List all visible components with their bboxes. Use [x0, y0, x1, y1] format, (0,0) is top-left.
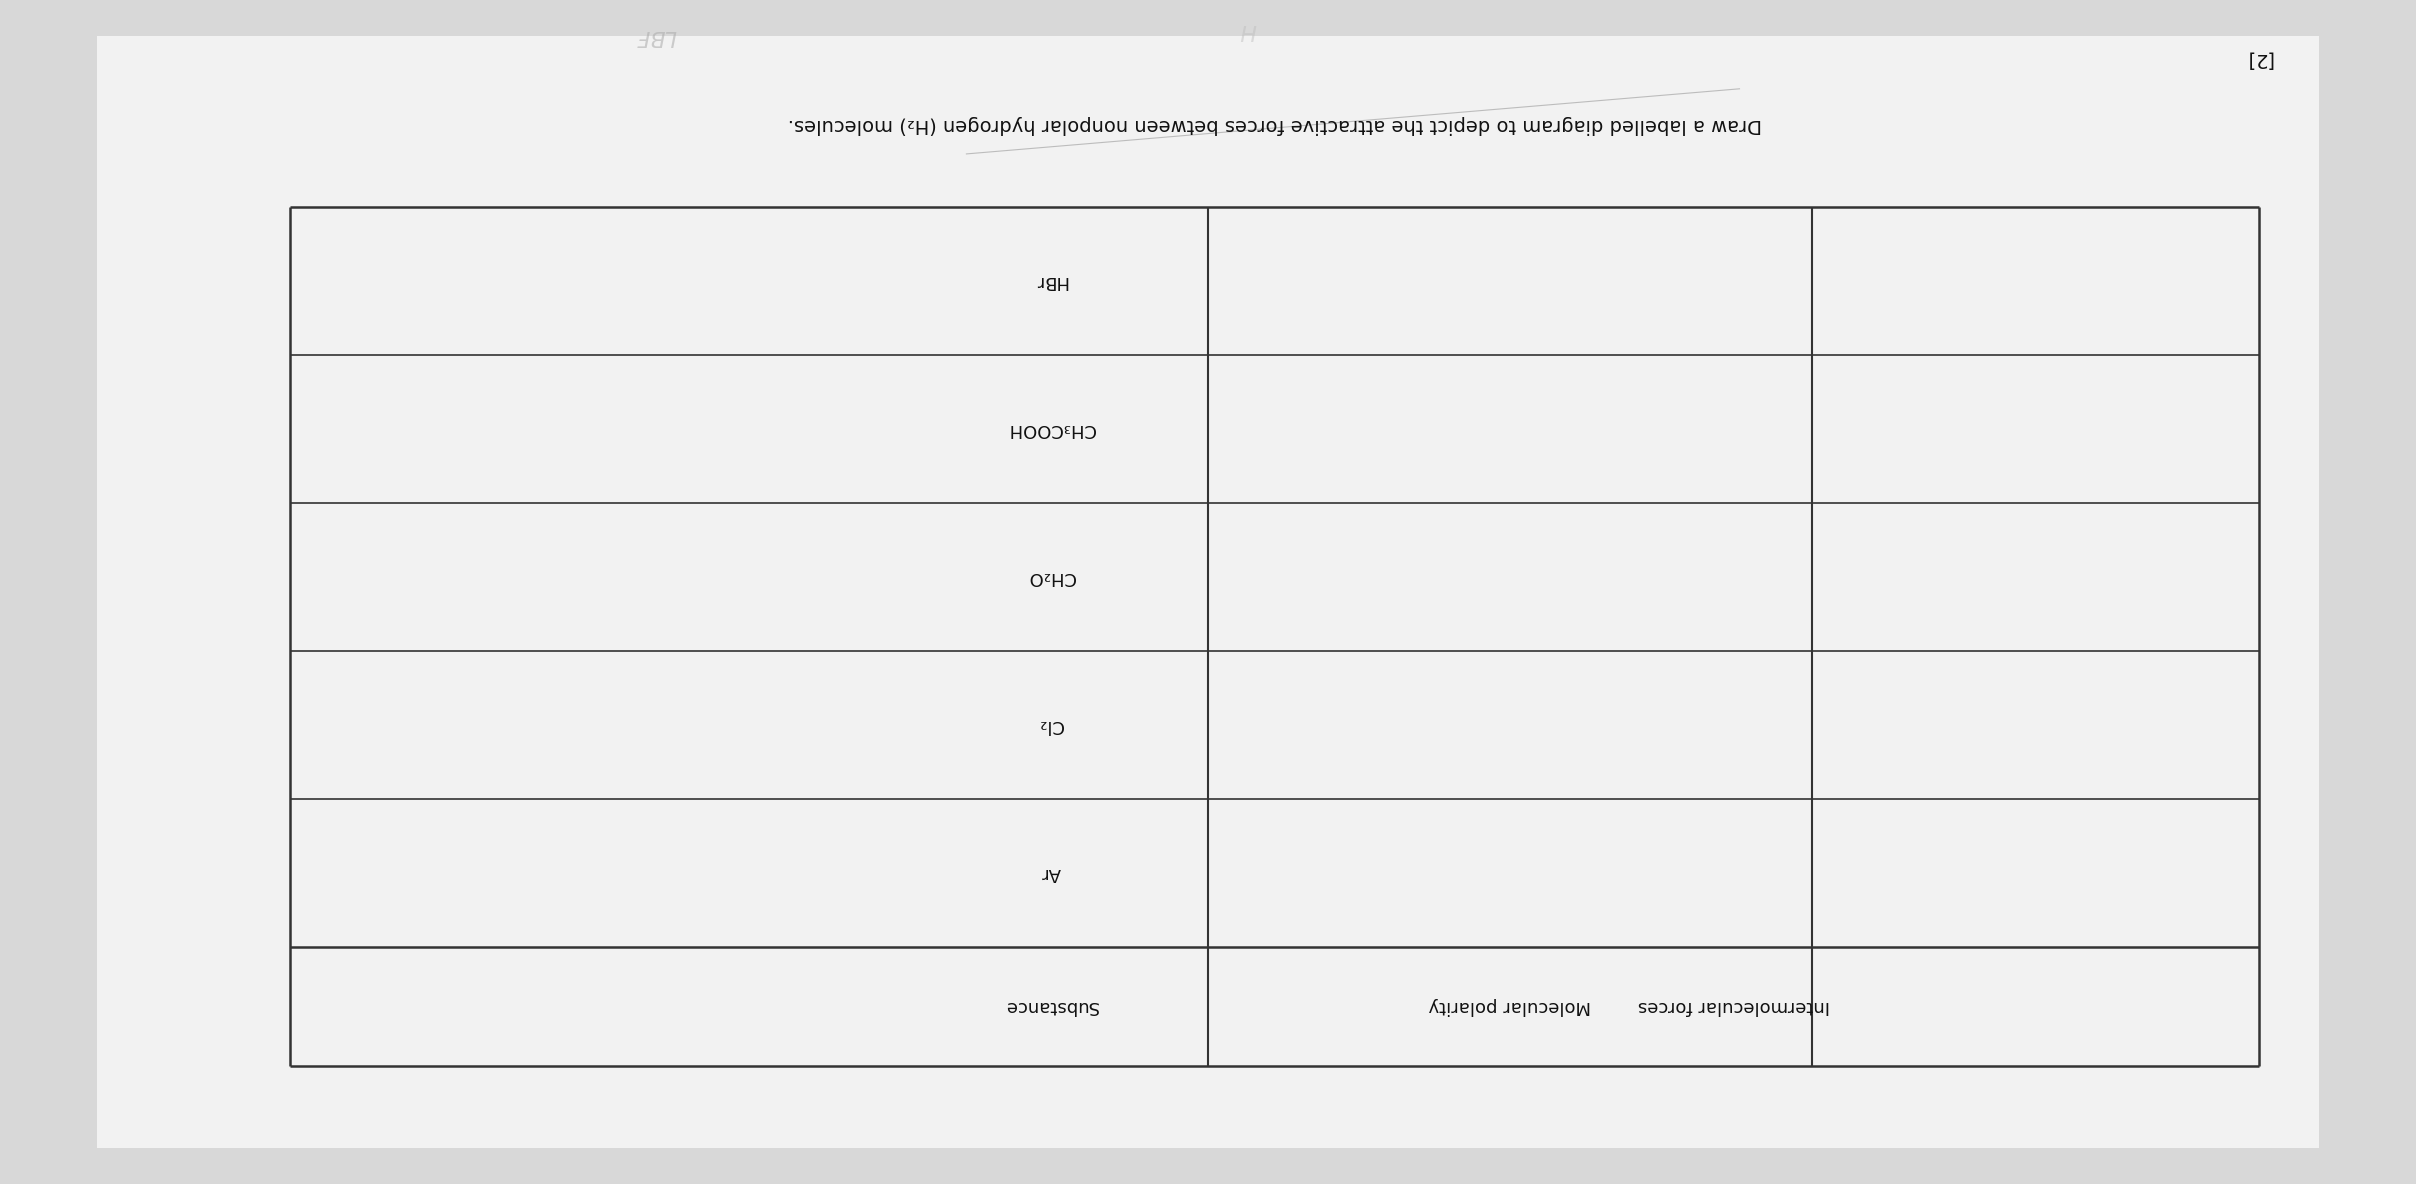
Text: HBr: HBr [1034, 272, 1068, 290]
Text: Substance: Substance [1005, 997, 1097, 1016]
Text: H: H [1239, 20, 1256, 40]
Text: Cl₂: Cl₂ [1039, 716, 1063, 734]
FancyBboxPatch shape [97, 36, 2319, 1148]
Text: Intermolecular forces: Intermolecular forces [1638, 997, 1829, 1016]
Text: CH₃COOH: CH₃COOH [1007, 420, 1094, 438]
Text: LBF: LBF [635, 26, 676, 46]
Text: Ar: Ar [1041, 864, 1061, 882]
Text: Draw a labelled diagram to depict the attractive forces between nonpolar hydroge: Draw a labelled diagram to depict the at… [788, 115, 1761, 134]
Text: [2]: [2] [2244, 50, 2273, 69]
Text: CH₂O: CH₂O [1027, 568, 1075, 586]
Text: Molecular polarity: Molecular polarity [1428, 997, 1592, 1016]
